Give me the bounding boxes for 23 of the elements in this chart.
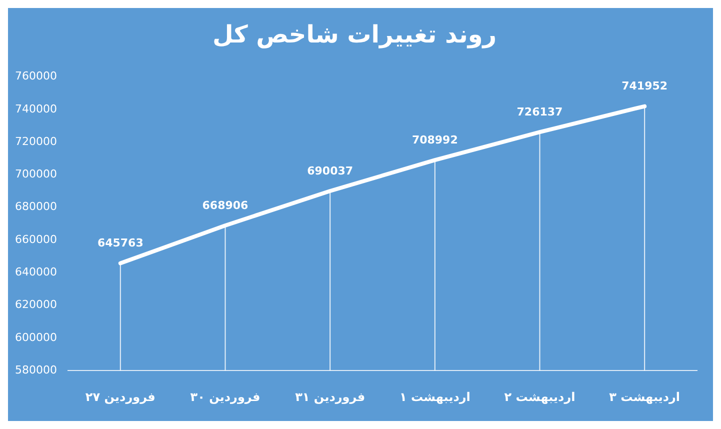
y-tick-label: 720000 — [14, 134, 57, 148]
y-tick-label: 640000 — [14, 266, 57, 279]
data-label: 668906 — [202, 198, 249, 212]
data-label: 645763 — [97, 236, 144, 250]
y-tick-label: 740000 — [14, 102, 57, 116]
x-tick-label: ۱ اردیبهشت — [399, 390, 470, 404]
x-tick-label: ۳۱ فروردین — [295, 390, 366, 404]
data-label: 708992 — [412, 133, 458, 146]
x-tick-label: ۳۰ فروردین — [190, 390, 260, 404]
y-tick-label: 760000 — [14, 70, 57, 83]
data-label: 741952 — [622, 80, 668, 93]
y-tick-label: 660000 — [14, 232, 57, 246]
y-tick-label: 600000 — [14, 330, 57, 344]
y-tick-label: 680000 — [14, 200, 57, 214]
y-tick-label: 620000 — [14, 298, 57, 312]
x-tick-label: ۲ اردیبهشت — [504, 390, 576, 404]
x-tick-label: ۳ اردیبهشت — [609, 390, 680, 404]
y-tick-label: 580000 — [14, 363, 57, 376]
data-label: 690037 — [307, 164, 354, 178]
data-label: 726137 — [516, 105, 563, 118]
y-tick-label: 700000 — [14, 168, 57, 181]
x-tick-label: ۲۷ فروردین — [85, 390, 156, 404]
chart-title: روند تغییرات شاخص کل — [212, 20, 497, 49]
